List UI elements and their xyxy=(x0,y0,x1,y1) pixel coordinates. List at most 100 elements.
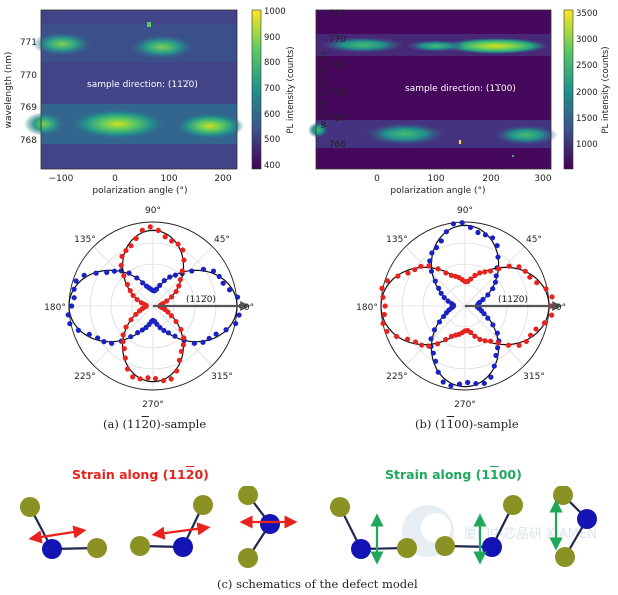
blue-series-data-point xyxy=(430,350,436,356)
polar-plot-b: 0° 45° 90° 135° 180° 225° 270° 315° (112… xyxy=(356,206,566,410)
angle-label: 315° xyxy=(211,372,233,382)
red-series-data-point xyxy=(443,336,449,343)
red-series-data-point xyxy=(443,270,449,276)
red-series-data-point xyxy=(384,328,390,335)
blue-series-data-point xyxy=(172,333,178,339)
heatmap-b: 771 770 769 768 767 766 0 100 200 300 po… xyxy=(308,9,611,196)
red-series-data-point xyxy=(137,376,143,382)
red-series-data-point xyxy=(175,241,181,247)
red-series-data-point xyxy=(505,342,512,348)
blue-series-data-point xyxy=(485,315,491,321)
olive-atom xyxy=(193,495,213,515)
red-series-data-point xyxy=(381,311,387,318)
red-series-data-point xyxy=(177,276,183,283)
blue-series-data-point xyxy=(172,272,179,278)
red-series-data-point xyxy=(472,333,478,339)
olive-atom xyxy=(20,497,40,517)
olive-atom xyxy=(503,495,523,515)
cbar-tick: 800 xyxy=(264,58,280,68)
red-series-data-point xyxy=(523,338,529,345)
red-series-data-point xyxy=(482,269,488,275)
angle-label: 225° xyxy=(74,372,96,382)
blue-series-data-point xyxy=(473,380,479,387)
blue-series-data-point xyxy=(234,294,241,300)
blue-atom xyxy=(577,509,597,529)
red-series-data-point xyxy=(179,268,185,274)
y-axis-label: wavelength (nm) xyxy=(319,52,329,129)
strain-arrow xyxy=(151,522,211,540)
blue-series-data-point xyxy=(167,274,173,280)
blue-series-data-point xyxy=(206,335,212,342)
blue-series-data-point xyxy=(71,286,77,292)
ytick-label: 768 xyxy=(20,136,37,146)
blue-series-data-point xyxy=(161,327,167,334)
red-series-data-point xyxy=(139,227,145,233)
red-series-data-point xyxy=(128,243,134,249)
red-series-data-point xyxy=(152,375,159,382)
blue-series-data-point xyxy=(493,352,499,359)
red-series-data-point xyxy=(384,278,390,284)
blue-series-data-point xyxy=(494,330,500,336)
blue-atom xyxy=(260,514,280,534)
blue-series-data-point xyxy=(440,379,446,385)
angle-label: 90° xyxy=(145,206,161,216)
red-series-data-point xyxy=(534,280,540,286)
cbar-tick: 2000 xyxy=(576,88,598,98)
blue-series-data-point xyxy=(441,313,447,320)
red-series-data-point xyxy=(434,341,441,347)
blue-atom xyxy=(351,539,371,559)
caption-a: (a) (1120)-sample xyxy=(103,417,207,431)
red-series-data-point xyxy=(180,342,186,348)
blue-series-data-point xyxy=(433,358,439,364)
cbar-tick: 500 xyxy=(264,135,280,145)
blue-series-data-point xyxy=(93,270,99,276)
xtick-label: 300 xyxy=(534,174,551,184)
ytick-label: 770 xyxy=(329,35,346,45)
ytick-label: 770 xyxy=(20,71,37,81)
red-series-data-point xyxy=(174,368,180,374)
blue-series-data-point xyxy=(427,258,433,264)
olive-atom xyxy=(238,548,258,568)
red-series-data-point xyxy=(516,342,522,348)
blue-series-data-point xyxy=(432,278,438,284)
blue-series-data-point xyxy=(456,381,463,387)
cbar-tick: 1500 xyxy=(576,114,598,124)
blue-series-data-point xyxy=(65,312,71,318)
blue-series-data-point xyxy=(189,268,195,274)
red-series-data-point xyxy=(180,247,186,253)
cbar-tick: 700 xyxy=(264,84,280,94)
blue-series-data-point xyxy=(135,330,141,336)
red-series-data-point xyxy=(468,329,474,336)
blue-series-data-point xyxy=(210,268,217,274)
red-series-data-point xyxy=(516,264,522,270)
blue-series-data-point xyxy=(436,285,442,291)
red-series-data-point xyxy=(123,247,129,254)
blue-atom xyxy=(173,537,193,557)
xtick-label: 100 xyxy=(160,174,177,184)
red-series-data-point xyxy=(418,263,424,269)
blue-series-data-point xyxy=(494,242,500,249)
red-series-data-point xyxy=(487,268,494,274)
red-series-data-point xyxy=(380,294,386,300)
red-series-data-point xyxy=(477,336,483,343)
red-series-data-point xyxy=(176,283,182,289)
y-axis-label: wavelength (nm) xyxy=(4,52,14,129)
red-series-data-point xyxy=(527,274,533,280)
olive-atom xyxy=(130,536,150,556)
blue-series-data-point xyxy=(433,244,440,251)
olive-atom xyxy=(435,536,455,556)
blue-series-data-point xyxy=(226,287,233,293)
blue-series-data-point xyxy=(495,345,501,351)
angle-label: 0° xyxy=(556,303,566,313)
blue-series-data-point xyxy=(108,340,115,346)
blue-series-data-point xyxy=(69,303,75,309)
strain-arrow xyxy=(28,525,87,544)
blue-series-data-point xyxy=(438,290,444,296)
blue-series-data-point xyxy=(86,331,92,337)
angle-label: 180° xyxy=(356,303,378,313)
blue-series-data-point xyxy=(220,280,226,286)
red-series-data-point xyxy=(130,292,136,299)
red-series-data-point xyxy=(169,238,175,244)
blue-series-data-point xyxy=(429,250,435,256)
red-series-data-point xyxy=(412,339,419,345)
